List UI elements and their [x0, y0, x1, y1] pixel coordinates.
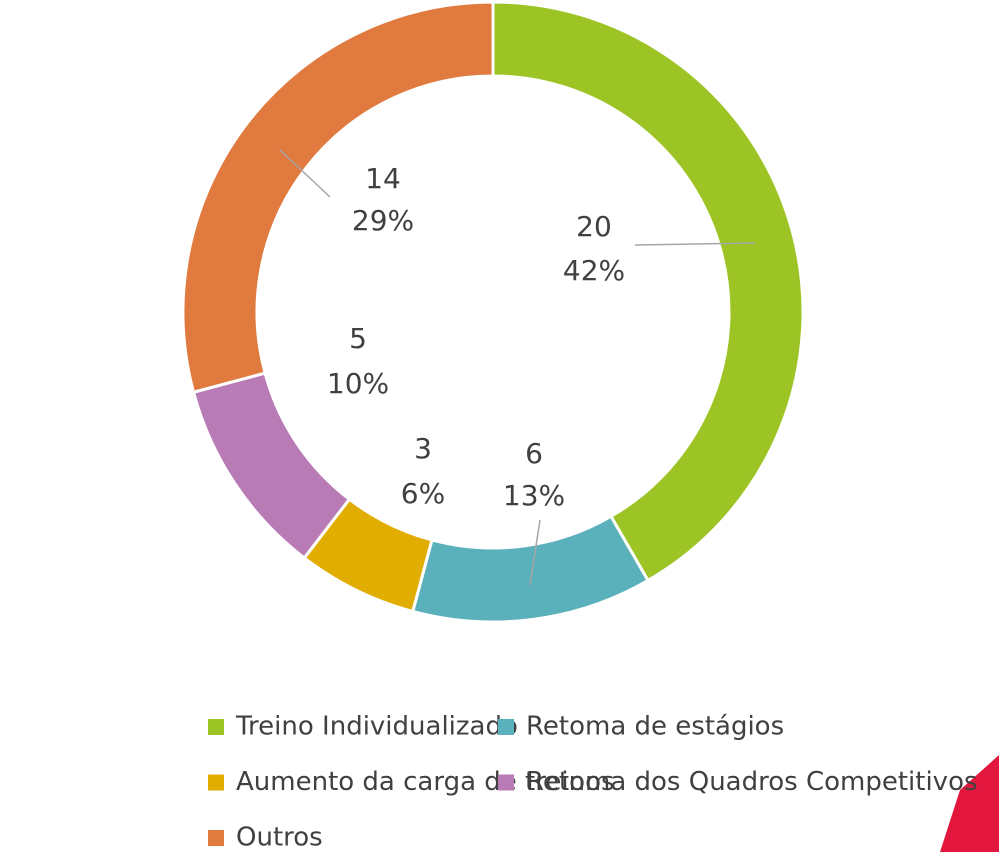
slice: [410, 514, 651, 624]
data-label-percent: 6%: [401, 477, 445, 510]
data-label-value: 20: [576, 210, 612, 243]
legend-label: Outros: [236, 823, 323, 852]
data-label-percent: 13%: [503, 479, 565, 512]
legend-swatch: [498, 719, 514, 735]
legend-swatch: [498, 774, 514, 791]
legend-swatch: [208, 774, 224, 791]
leader-line: [529, 519, 541, 586]
slice: [491, 0, 805, 583]
legend-label: Retoma de estágios: [526, 712, 784, 742]
legend-label: Retoma dos Quadros Competitivos: [526, 767, 978, 797]
data-label-percent: 10%: [327, 367, 389, 400]
legend-swatch: [208, 719, 224, 735]
data-label-value: 6: [525, 437, 543, 470]
data-label-percent: 42%: [563, 254, 625, 287]
data-label-value: 5: [349, 322, 367, 355]
leader-line: [634, 242, 756, 246]
corner-decoration: [940, 755, 999, 852]
data-label-percent: 29%: [352, 204, 414, 237]
slices: [181, 0, 805, 624]
legend-label: Aumento da carga de treinos: [236, 767, 615, 797]
leader-line: [279, 149, 331, 198]
data-label-value: 14: [365, 162, 401, 195]
slice: [181, 0, 495, 395]
legend-label: Treino Individualizado: [235, 712, 518, 742]
slice: [191, 371, 352, 561]
data-label-value: 3: [414, 432, 432, 465]
legend-swatch: [208, 830, 224, 846]
